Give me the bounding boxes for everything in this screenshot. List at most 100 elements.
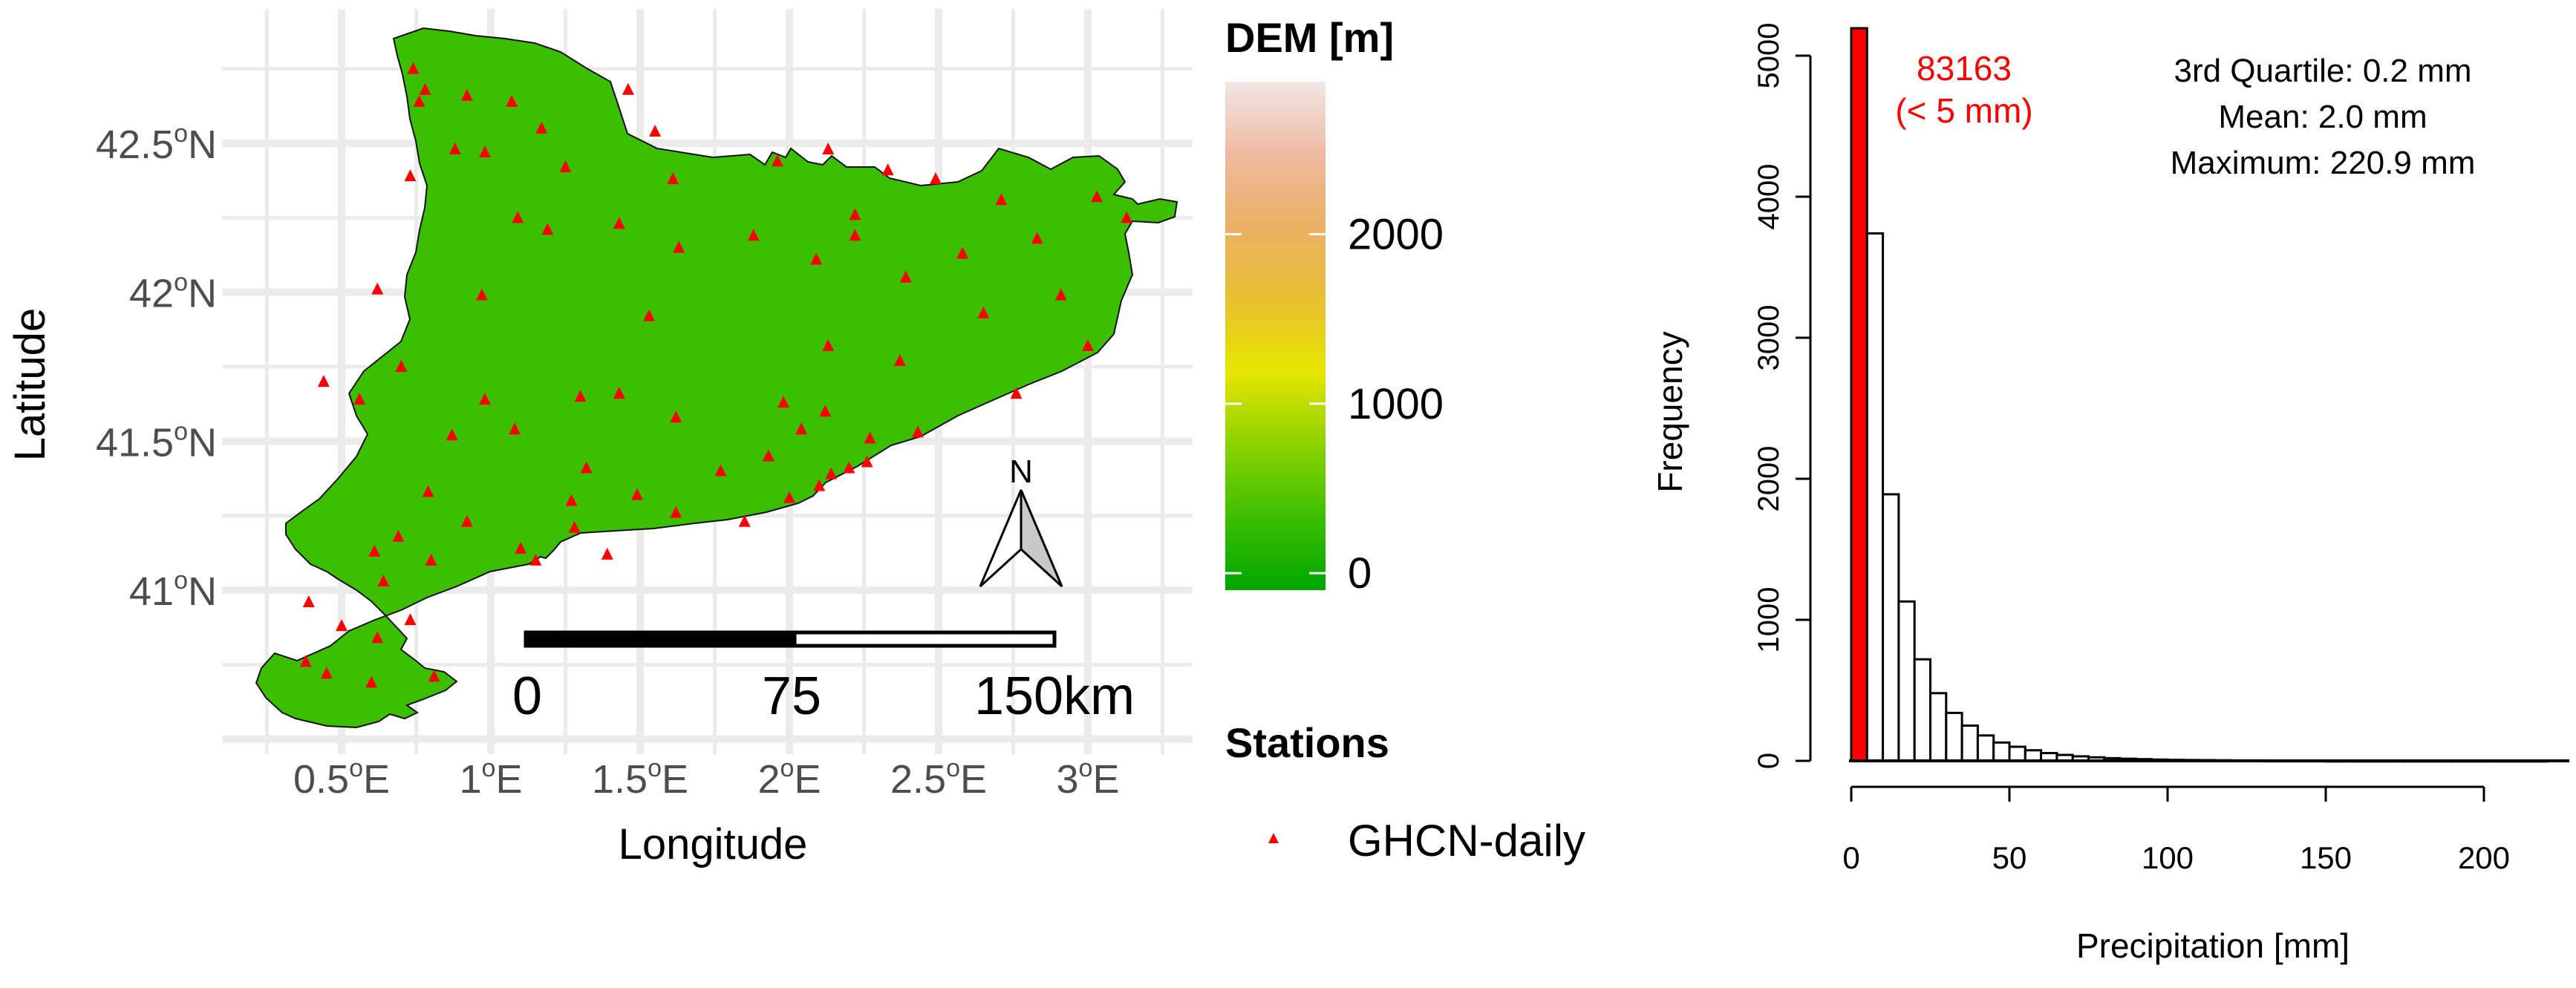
- scale-bar-light-segment: [792, 630, 1057, 648]
- histogram-x-tick-label: 0: [1842, 840, 1859, 875]
- station-marker: [478, 145, 491, 158]
- station-marker: [404, 169, 417, 182]
- station-marker: [541, 223, 554, 235]
- station-marker: [813, 479, 826, 491]
- histogram-bar: [1960, 724, 1979, 762]
- stations-legend-marker: [1268, 833, 1279, 843]
- longitude-tick-label: 2oE: [758, 754, 821, 802]
- histogram-bars: [1850, 27, 2549, 763]
- station-marker: [714, 464, 727, 477]
- station-marker: [861, 455, 873, 468]
- dem-colorbar-ticks: 0 1000 2000: [1225, 211, 1444, 598]
- histogram-bar: [1897, 600, 1916, 762]
- station-marker: [404, 613, 417, 626]
- station-marker: [825, 467, 838, 480]
- station-marker: [460, 514, 473, 527]
- longitude-tick-label: 2.5oE: [890, 754, 987, 802]
- annotation-3rd-quartile: 3rd Quartile: 0.2 mm: [2174, 53, 2471, 89]
- histogram-bar: [1865, 232, 1885, 762]
- histogram-x-axis-label: Precipitation [mm]: [2076, 926, 2350, 965]
- station-marker: [1054, 288, 1067, 301]
- station-marker: [392, 529, 405, 542]
- histogram-x-tick-label: 50: [1992, 840, 2027, 875]
- station-marker: [428, 670, 440, 682]
- histogram-bar: [1945, 711, 1963, 762]
- longitude-tick-label: 0.5oE: [293, 754, 390, 802]
- dem-colorbar: [1225, 82, 1326, 590]
- station-marker: [317, 375, 330, 387]
- station-marker: [977, 306, 990, 318]
- station-marker: [822, 338, 835, 351]
- station-marker: [371, 282, 384, 295]
- histogram-y-tick-label: 4000: [1752, 164, 1785, 230]
- station-marker: [667, 172, 679, 185]
- histogram-bar: [2008, 745, 2026, 762]
- map-panel: 0.5oE 1oE 1.5oE 2oE 2.5oE 3oE 41oN41.5oN42oN4…: [6, 9, 1193, 868]
- station-marker: [368, 544, 381, 557]
- station-marker: [673, 241, 685, 253]
- station-marker: [899, 270, 912, 283]
- stations-legend-label: GHCN-daily: [1348, 816, 1585, 866]
- station-marker: [413, 94, 425, 107]
- station-marker: [535, 121, 548, 134]
- station-marker: [747, 229, 760, 241]
- station-marker: [512, 211, 524, 223]
- station-marker: [574, 390, 587, 402]
- station-markers: [299, 62, 1133, 688]
- station-marker: [995, 193, 1008, 206]
- station-marker: [377, 574, 390, 586]
- north-arrow-right-half: [1020, 489, 1063, 588]
- dem-colorbar-tick-label: 0: [1348, 549, 1372, 598]
- station-marker: [956, 246, 969, 259]
- station-marker: [1082, 338, 1094, 351]
- station-marker: [843, 461, 855, 474]
- station-marker: [630, 488, 643, 500]
- histogram-panel: 0 1000 2000 3000 4000 5000 0 50 100 150 200 Preci…: [1651, 23, 2569, 965]
- longitude-tick-label: 1oE: [460, 754, 523, 802]
- histogram-x-tick-label: 200: [2458, 840, 2510, 875]
- station-marker: [425, 553, 437, 566]
- station-marker: [911, 425, 924, 438]
- histogram-y-axis: 0 1000 2000 3000 4000 5000: [1752, 23, 1812, 769]
- station-marker: [622, 82, 634, 95]
- north-arrow: N: [979, 454, 1063, 588]
- longitude-tick-label: 1.5oE: [592, 754, 688, 802]
- histogram-y-tick-label: 0: [1752, 753, 1785, 769]
- latitude-tick-labels: 41oN 41.5oN 42oN 42.5oN: [96, 120, 217, 614]
- latitude-tick-label: 41.5oN: [96, 417, 217, 465]
- longitude-tick-labels: 0.5oE 1oE 1.5oE 2oE 2.5oE 3oE: [293, 754, 1120, 802]
- north-arrow-label: N: [1009, 454, 1033, 490]
- legends: DEM [m] 0 1000 2000 Stations GHCN-daily: [1225, 14, 1585, 866]
- station-marker: [810, 252, 823, 265]
- histogram-x-tick-label: 100: [2142, 840, 2194, 875]
- station-marker: [559, 160, 572, 173]
- station-marker: [649, 124, 662, 137]
- latitude-tick-label: 41oN: [129, 566, 217, 614]
- station-marker: [738, 514, 751, 527]
- station-marker: [864, 431, 876, 444]
- histogram-y-tick-label: 2000: [1752, 446, 1785, 512]
- histogram-x-tick-label: 150: [2300, 840, 2352, 875]
- scale-bar-dark-segment: [526, 632, 795, 646]
- scale-bar: 0 75 150km: [512, 630, 1135, 726]
- station-marker: [783, 491, 795, 503]
- histogram-bar: [1929, 692, 1948, 762]
- station-marker: [515, 541, 527, 554]
- histogram-bar: [1992, 741, 2011, 762]
- scale-bar-label-mid: 75: [762, 667, 821, 726]
- station-marker: [395, 360, 408, 372]
- histogram-x-axis: 0 50 100 150 200: [1842, 785, 2510, 875]
- histogram-bar: [1976, 734, 1995, 762]
- station-marker: [849, 208, 861, 220]
- map-y-axis-label: Latitude: [6, 308, 54, 461]
- station-marker: [613, 217, 625, 229]
- station-marker: [478, 393, 491, 405]
- station-marker: [771, 154, 783, 167]
- dem-legend-title: DEM [m]: [1225, 14, 1394, 61]
- station-marker: [613, 387, 625, 399]
- histogram-bar-highlight: [1850, 27, 1868, 762]
- dem-colorbar-tick-label: 2000: [1348, 211, 1444, 259]
- station-marker: [580, 461, 593, 474]
- station-marker: [849, 229, 861, 241]
- station-marker: [881, 163, 894, 176]
